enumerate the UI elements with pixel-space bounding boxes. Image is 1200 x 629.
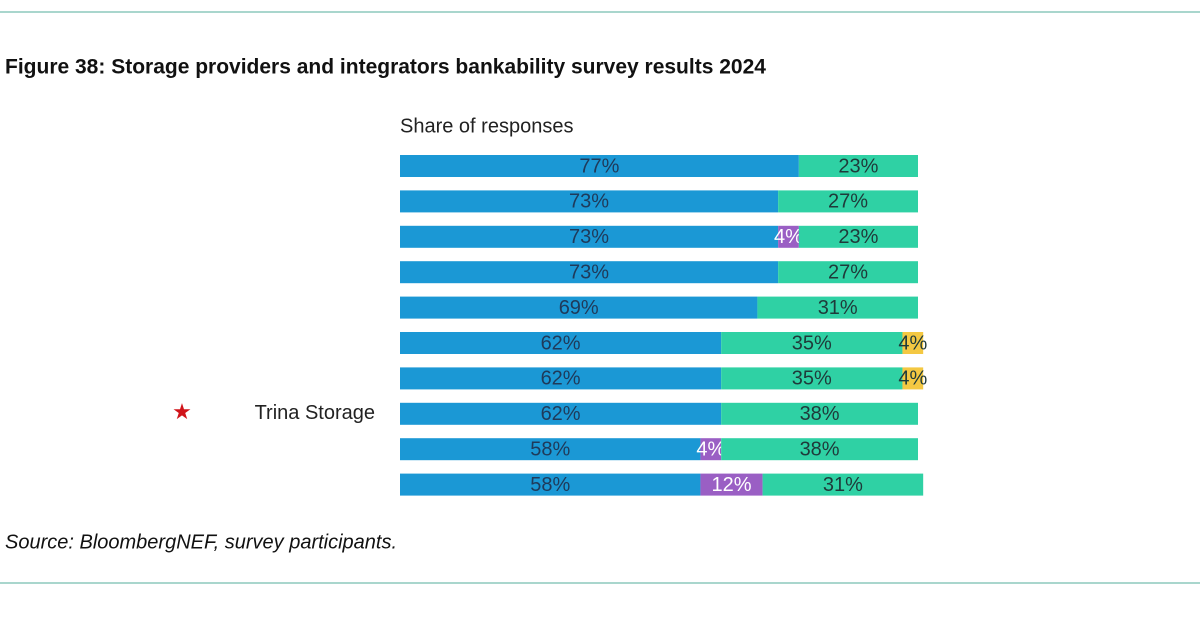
- bar-segment: [400, 190, 779, 213]
- bar-segment: [400, 155, 799, 177]
- bar-segment: [721, 367, 903, 390]
- bar-segment: [700, 438, 722, 461]
- value-label: 38%: [800, 438, 840, 460]
- value-label: 4%: [898, 368, 927, 390]
- bar-segment: [400, 225, 779, 248]
- value-label: 73%: [569, 261, 609, 283]
- value-label: 69%: [559, 297, 599, 319]
- value-label: 73%: [569, 191, 609, 213]
- bar-segment: [902, 332, 924, 354]
- value-label: 58%: [530, 438, 570, 460]
- value-label: 4%: [898, 332, 927, 354]
- bar-segment: [400, 473, 701, 496]
- bar-segment: [400, 367, 722, 390]
- bar-segment: [721, 332, 903, 354]
- value-label: 31%: [818, 297, 858, 319]
- bar-segment: [721, 402, 918, 425]
- value-label: 12%: [712, 474, 752, 496]
- bar-segment: [400, 261, 779, 284]
- bar-segment: [757, 296, 918, 319]
- axis-label: Share of responses: [400, 115, 573, 137]
- value-label: 77%: [579, 155, 619, 177]
- bar-segment: [400, 332, 722, 354]
- bar-segment: [400, 296, 758, 319]
- bar-segment: [778, 261, 918, 284]
- value-label: 4%: [696, 438, 725, 460]
- bar-segment: [778, 225, 799, 248]
- value-label: 73%: [569, 226, 609, 248]
- value-label: 31%: [823, 474, 863, 496]
- bar-segment: [721, 438, 918, 461]
- value-label: 35%: [792, 332, 832, 354]
- value-label: 23%: [838, 155, 878, 177]
- value-label: 58%: [530, 474, 570, 496]
- value-label: 35%: [792, 368, 832, 390]
- category-label: Trina Storage: [255, 402, 375, 424]
- value-label: 23%: [838, 226, 878, 248]
- bar-segment: [700, 473, 763, 496]
- value-label: 62%: [541, 403, 581, 425]
- bar-segment: [762, 473, 924, 496]
- value-label: 27%: [828, 261, 868, 283]
- source-note: Source: BloombergNEF, survey participant…: [5, 531, 397, 553]
- bar-segment: [400, 438, 701, 461]
- value-label: 62%: [541, 332, 581, 354]
- star-icon: ★: [172, 399, 192, 424]
- bar-segment: [798, 225, 918, 248]
- value-label: 62%: [541, 368, 581, 390]
- chart-title: Figure 38: Storage providers and integra…: [5, 56, 766, 79]
- value-label: 38%: [800, 403, 840, 425]
- bar-segment: [778, 190, 918, 213]
- bar-segment: [798, 155, 918, 177]
- value-label: 4%: [774, 226, 803, 248]
- bar-segment: [400, 402, 722, 425]
- value-label: 27%: [828, 191, 868, 213]
- bar-segment: [902, 367, 924, 390]
